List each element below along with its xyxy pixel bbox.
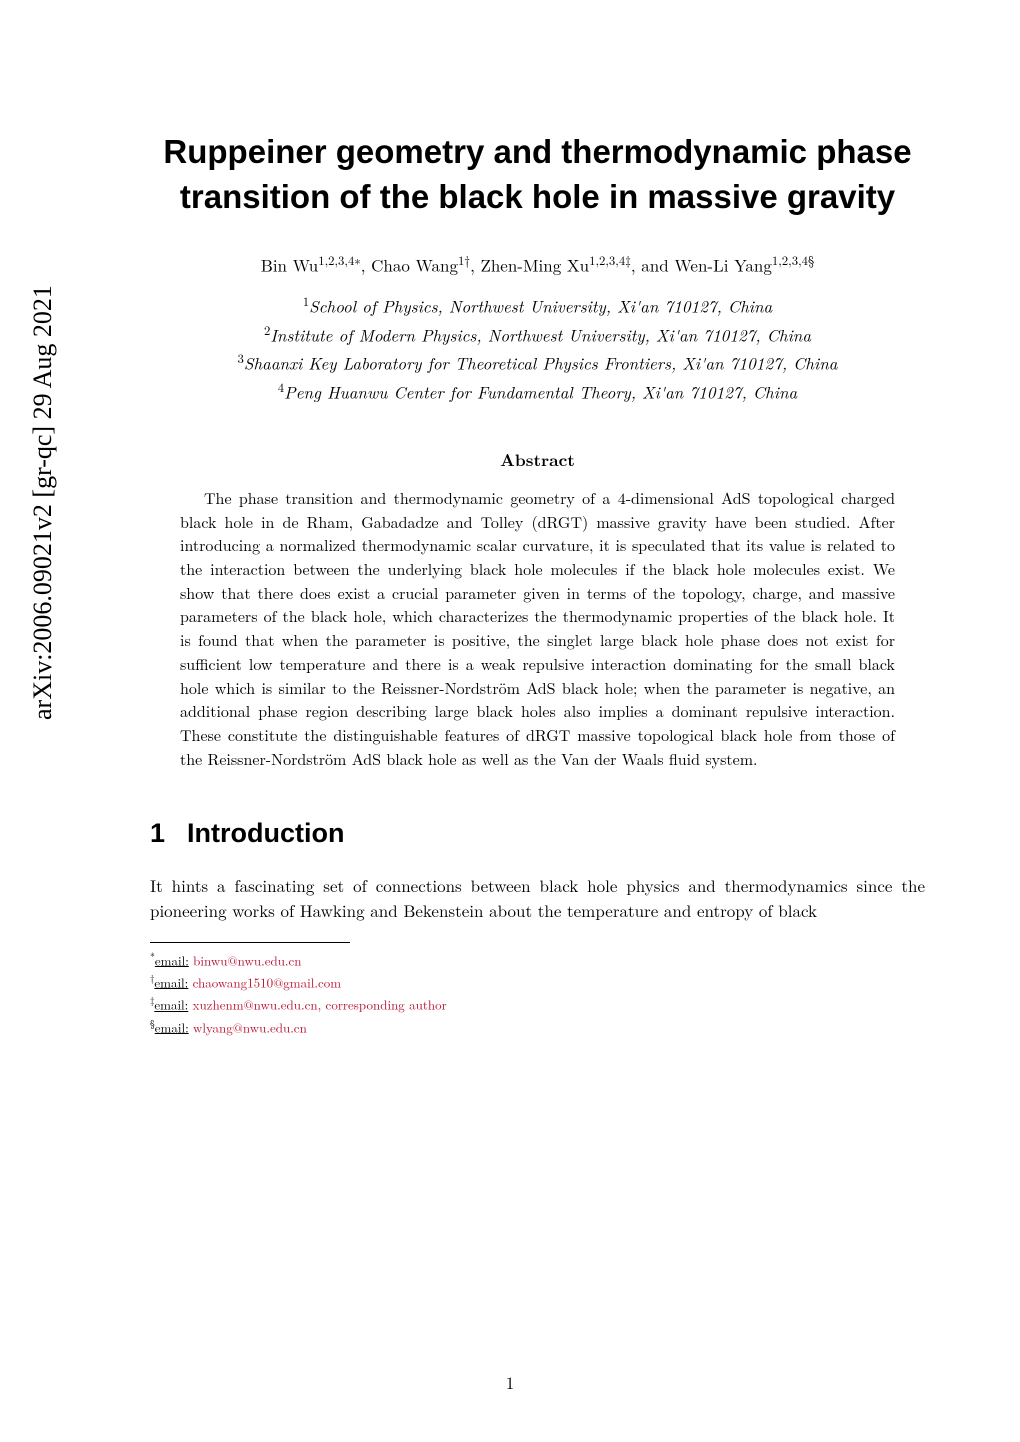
page-number: 1 <box>506 1370 515 1394</box>
footnotes: *email: binwu@nwu.edu.cn †email: chaowan… <box>150 949 925 1038</box>
footnote-label: email: <box>155 1017 189 1036</box>
footnote-4: §email: wlyang@nwu.edu.cn <box>150 1016 925 1037</box>
footnote-email[interactable]: binwu@nwu.edu.cn <box>193 950 301 969</box>
section-1-body: It hints a fascinating set of connection… <box>150 873 925 923</box>
affiliations: 1School of Physics, Northwest University… <box>150 291 925 406</box>
abstract-body: The phase transition and thermodynamic g… <box>180 486 895 770</box>
section-1-heading: 1 Introduction <box>150 818 925 849</box>
footnote-3: ‡email: xuzhenm@nwu.edu.cn, correspondin… <box>150 993 925 1014</box>
footnote-email[interactable]: wlyang@nwu.edu.cn <box>193 1017 307 1036</box>
footnote-label: email: <box>154 972 188 991</box>
footnote-label: email: <box>155 950 189 969</box>
arxiv-identifier: arXiv:2006.09021v2 [gr-qc] 29 Aug 2021 <box>28 285 58 720</box>
footnote-label: email: <box>154 995 188 1014</box>
footnote-2: †email: chaowang1510@gmail.com <box>150 971 925 992</box>
footnote-separator <box>150 942 350 943</box>
affiliation-1: 1School of Physics, Northwest University… <box>150 291 925 320</box>
affiliation-4: 4Peng Huanwu Center for Fundamental Theo… <box>150 377 925 406</box>
footnote-email[interactable]: xuzhenm@nwu.edu.cn, corresponding author <box>193 995 447 1014</box>
paper-title: Ruppeiner geometry and thermodynamic pha… <box>150 130 925 219</box>
affiliation-3: 3Shaanxi Key Laboratory for Theoretical … <box>150 348 925 377</box>
footnote-1: *email: binwu@nwu.edu.cn <box>150 949 925 970</box>
authors-line: Bin Wu1,2,3,4∗, Chao Wang1†, Zhen-Ming X… <box>150 251 925 277</box>
affiliation-2: 2Institute of Modern Physics, Northwest … <box>150 320 925 349</box>
section-title: Introduction <box>187 818 344 848</box>
page-content: Ruppeiner geometry and thermodynamic pha… <box>150 130 925 1038</box>
footnote-email[interactable]: chaowang1510@gmail.com <box>193 972 341 991</box>
abstract-heading: Abstract <box>150 448 925 472</box>
section-number: 1 <box>150 818 165 849</box>
